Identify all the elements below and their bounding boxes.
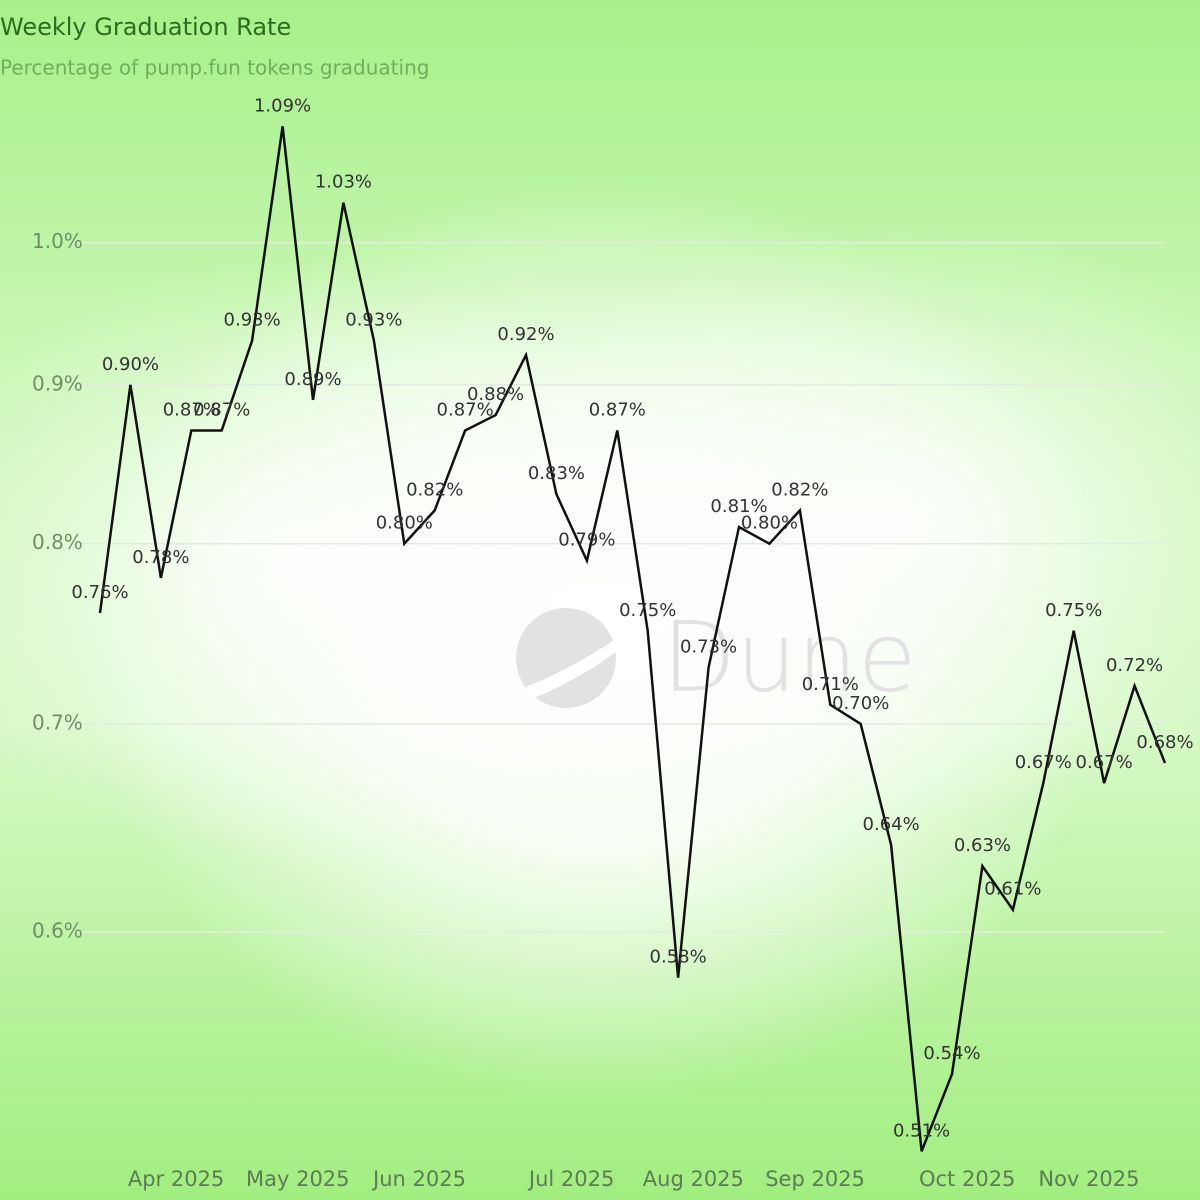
data-label: 0.51% <box>893 1120 950 1141</box>
line <box>98 126 1167 1152</box>
x-tick-label: Jun 2025 <box>371 1167 466 1191</box>
x-tick-label: Nov 2025 <box>1038 1167 1139 1191</box>
data-label: 0.71% <box>802 674 859 695</box>
data-label: 0.58% <box>650 947 707 968</box>
x-tick-label: Apr 2025 <box>128 1167 224 1191</box>
y-tick-label: 0.6% <box>32 918 83 942</box>
data-label: 0.70% <box>832 693 889 714</box>
x-tick-label: Aug 2025 <box>643 1167 744 1191</box>
data-label: 0.73% <box>680 636 737 657</box>
data-label: 0.93% <box>224 310 281 331</box>
data-label: 0.75% <box>1045 600 1102 621</box>
data-label: 0.81% <box>710 496 767 517</box>
data-label: 0.82% <box>771 479 828 500</box>
data-label: 0.87% <box>163 400 220 421</box>
data-label: 0.92% <box>497 324 554 345</box>
data-label: 0.72% <box>1106 655 1163 676</box>
data-label: 0.54% <box>923 1043 980 1064</box>
data-label: 0.64% <box>863 814 920 835</box>
data-label: 0.61% <box>984 879 1041 900</box>
data-label: 0.67% <box>1076 752 1133 773</box>
y-tick-label: 1.0% <box>32 229 83 253</box>
data-label: 0.79% <box>558 530 615 551</box>
data-label: 0.90% <box>102 354 159 375</box>
y-tick-label: 0.8% <box>32 530 83 554</box>
x-tick-label: Sep 2025 <box>765 1167 865 1191</box>
data-label: 1.03% <box>315 172 372 193</box>
data-label: 0.87% <box>437 400 494 421</box>
watermark: Dune <box>662 601 917 713</box>
x-tick-label: Oct 2025 <box>919 1167 1015 1191</box>
data-label: 0.80% <box>376 513 433 534</box>
data-label: 0.75% <box>619 600 676 621</box>
data-label: 0.67% <box>1015 752 1072 773</box>
y-tick-label: 0.7% <box>32 710 83 734</box>
chart-title: Weekly Graduation Rate <box>0 13 291 41</box>
data-label: 0.83% <box>528 463 585 484</box>
data-label: 0.93% <box>345 310 402 331</box>
data-label: 0.80% <box>741 513 798 534</box>
watermark-logo-stripe <box>518 640 616 702</box>
data-label: 0.87% <box>589 400 646 421</box>
data-label: 0.88% <box>467 384 524 405</box>
chart-subtitle: Percentage of pump.fun tokens graduating <box>0 56 429 80</box>
data-label: 1.09% <box>254 95 311 116</box>
data-label: 0.89% <box>284 369 341 390</box>
data-label: 0.78% <box>132 547 189 568</box>
data-label: 0.76% <box>71 582 128 603</box>
data-label: 0.68% <box>1136 732 1193 753</box>
x-tick-label: Jul 2025 <box>527 1167 614 1191</box>
y-tick-label: 0.9% <box>32 371 83 395</box>
x-tick-label: May 2025 <box>246 1167 350 1191</box>
data-label: 0.63% <box>954 835 1011 856</box>
watermark-group: Dune <box>516 601 917 713</box>
data-label: 0.82% <box>406 479 463 500</box>
data-label: 0.87% <box>193 400 250 421</box>
